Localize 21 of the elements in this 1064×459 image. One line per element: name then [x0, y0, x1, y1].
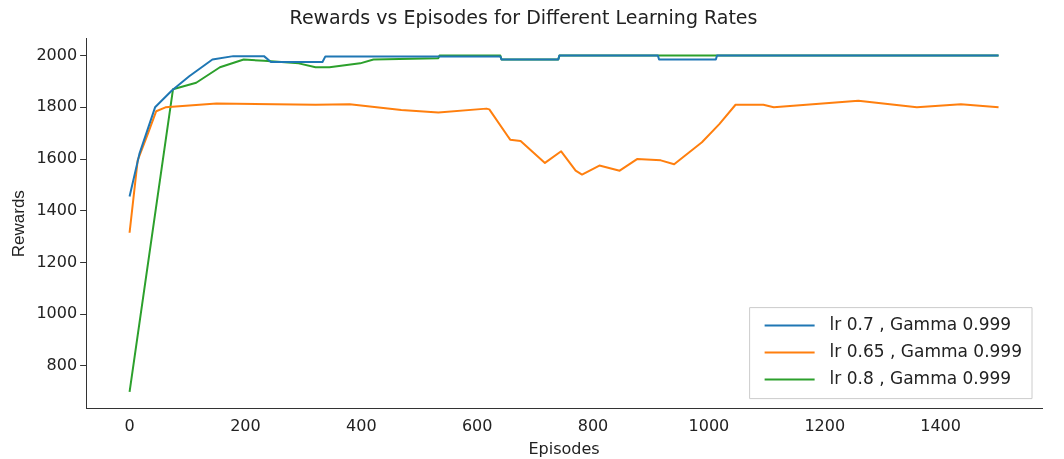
y-tick-label: 1800 — [36, 96, 78, 116]
x-tick-label: 1400 — [920, 416, 961, 436]
x-tick-label: 800 — [577, 416, 609, 436]
y-tick-label: 1000 — [36, 303, 78, 323]
y-tick-label: 1600 — [36, 148, 78, 168]
legend-label: lr 0.65 , Gamma 0.999 — [829, 341, 1023, 362]
x-tick-label: 1000 — [688, 416, 730, 436]
chart-title: Rewards vs Episodes for Different Learning Rates — [289, 6, 758, 29]
x-tick-label: 400 — [346, 416, 377, 436]
y-tick-label: 1200 — [36, 251, 78, 271]
y-tick-label: 1400 — [36, 199, 78, 219]
legend-label: lr 0.8 , Gamma 0.999 — [829, 368, 1012, 389]
x-tick-label: 200 — [230, 416, 261, 436]
x-tick-label: 0 — [124, 416, 135, 436]
legend-label: lr 0.7 , Gamma 0.999 — [829, 314, 1012, 335]
x-axis-title: Episodes — [528, 438, 600, 458]
x-tick-label: 1200 — [804, 416, 846, 436]
y-tick-label: 2000 — [36, 44, 78, 64]
x-tick-label: 600 — [461, 416, 493, 436]
y-tick-label: 800 — [46, 355, 78, 375]
y-axis-title: Rewards — [8, 190, 28, 258]
